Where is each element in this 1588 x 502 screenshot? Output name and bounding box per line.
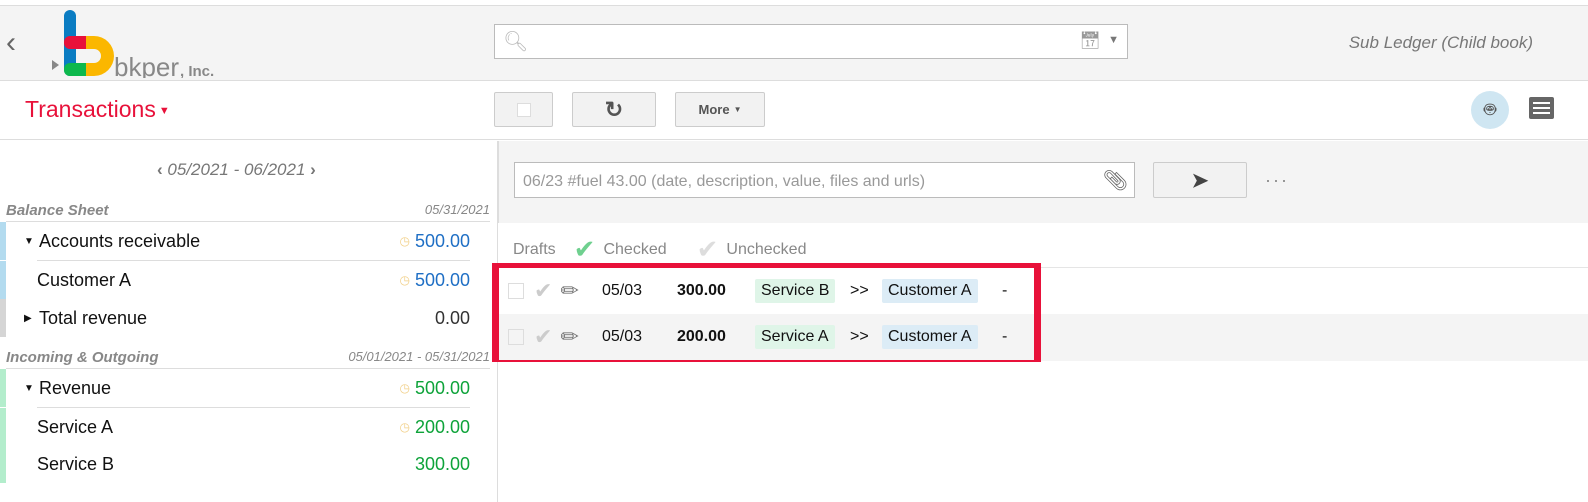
- check-icon[interactable]: ✔︎: [534, 324, 553, 349]
- account-revenue[interactable]: ▼ Revenue ◷ 500.00: [0, 369, 490, 407]
- from-account-tag[interactable]: Service A: [755, 325, 835, 349]
- transaction-amount: 300.00: [677, 282, 726, 299]
- to-account-tag[interactable]: Customer A: [882, 325, 978, 349]
- chevron-down-icon[interactable]: ▼: [1108, 34, 1119, 46]
- account-accounts-receivable[interactable]: ▼ Accounts receivable ◷ 500.00: [0, 222, 490, 260]
- refresh-icon: ↻: [604, 96, 624, 122]
- svg-text:bkper: bkper: [114, 52, 179, 78]
- book-title: Sub Ledger (Child book): [1348, 33, 1533, 52]
- refresh-button[interactable]: ↻: [572, 92, 656, 127]
- filter-checked[interactable]: Checked: [603, 240, 667, 258]
- input-placeholder: 06/23 #fuel 43.00 (date, description, va…: [523, 173, 926, 190]
- toolbar: [0, 81, 1588, 140]
- period-selector: ‹ 05/2021 - 06/2021 ›: [157, 160, 316, 180]
- search-icon: 🔍︎: [503, 31, 529, 53]
- account-service-a[interactable]: Service A ◷ 200.00: [0, 408, 490, 446]
- row-checkbox[interactable]: [508, 329, 524, 345]
- unchecked-icon: ✔︎: [696, 234, 719, 264]
- filter-drafts[interactable]: Drafts: [513, 240, 556, 258]
- user-avatar[interactable]: 🤖︎: [1471, 91, 1509, 129]
- send-button[interactable]: ➤: [1153, 162, 1247, 198]
- more-button[interactable]: More ▼: [675, 92, 765, 127]
- to-account-tag[interactable]: Customer A: [882, 279, 978, 303]
- account-service-b[interactable]: Service B 300.00: [0, 445, 490, 483]
- caret-down-icon: ▼: [155, 104, 170, 117]
- caret-right-icon: ▶: [24, 312, 32, 324]
- edit-pencil-icon[interactable]: ✏︎: [560, 278, 579, 303]
- bkper-logo: bkper , Inc.: [52, 10, 232, 82]
- pending-clock-icon: ◷: [399, 420, 410, 434]
- back-icon[interactable]: ‹: [6, 26, 16, 59]
- account-customer-a[interactable]: Customer A ◷ 500.00: [0, 261, 490, 299]
- transaction-amount: 200.00: [677, 328, 726, 345]
- check-icon[interactable]: ✔︎: [534, 278, 553, 303]
- send-icon: ➤: [1191, 169, 1209, 192]
- transaction-input[interactable]: 06/23 #fuel 43.00 (date, description, va…: [514, 162, 1135, 198]
- svg-text:, Inc.: , Inc.: [180, 63, 214, 78]
- view-label: Transactions: [25, 96, 156, 122]
- pending-clock-icon: ◷: [399, 234, 410, 248]
- checkbox-icon: [516, 102, 531, 117]
- transaction-date: 05/03: [602, 328, 643, 345]
- attachment-icon[interactable]: 📎︎: [1102, 170, 1128, 192]
- caret-down-icon: ▼: [733, 105, 742, 114]
- chevron-right-icon[interactable]: ›: [310, 160, 316, 179]
- transfer-arrow: >>: [850, 328, 869, 345]
- view-menu[interactable]: Transactions ▼: [25, 96, 170, 123]
- chevron-left-icon[interactable]: ‹: [157, 160, 163, 179]
- comments-icon[interactable]: [1529, 97, 1554, 119]
- period-label[interactable]: 05/2021 - 06/2021: [167, 160, 306, 179]
- transaction-date: 05/03: [602, 282, 643, 299]
- select-all-button[interactable]: [494, 92, 553, 127]
- filter-unchecked[interactable]: Unchecked: [726, 240, 807, 258]
- transaction-description: -: [1002, 328, 1008, 345]
- row-checkbox[interactable]: [508, 283, 524, 299]
- pending-clock-icon: ◷: [399, 273, 410, 287]
- section-header-incoming-outgoing: Incoming & Outgoing 05/01/2021 - 05/31/20…: [6, 349, 490, 369]
- pending-clock-icon: ◷: [399, 381, 410, 395]
- checked-icon: ✔︎: [573, 234, 596, 264]
- calendar-icon[interactable]: 📅︎: [1079, 31, 1101, 50]
- search-input[interactable]: 🔍︎ 📅︎ ▼: [494, 24, 1128, 59]
- account-total-revenue[interactable]: ▶ Total revenue 0.00: [0, 299, 490, 337]
- transaction-row[interactable]: ✔︎ ✏︎ 05/03 200.00 Service A >> Customer…: [499, 314, 1034, 360]
- transfer-arrow: >>: [850, 282, 869, 299]
- from-account-tag[interactable]: Service B: [755, 279, 836, 303]
- edit-pencil-icon[interactable]: ✏︎: [560, 324, 579, 349]
- section-header-balance-sheet: Balance Sheet 05/31/2021: [6, 202, 490, 222]
- transaction-description: -: [1002, 282, 1008, 299]
- more-options-button[interactable]: ···: [1265, 170, 1289, 190]
- filter-bar: Drafts ✔︎ Checked ✔︎ Unchecked: [513, 234, 806, 265]
- transaction-row[interactable]: ✔︎ ✏︎ 05/03 300.00 Service B >> Customer…: [499, 268, 1034, 314]
- more-label: More: [698, 102, 730, 117]
